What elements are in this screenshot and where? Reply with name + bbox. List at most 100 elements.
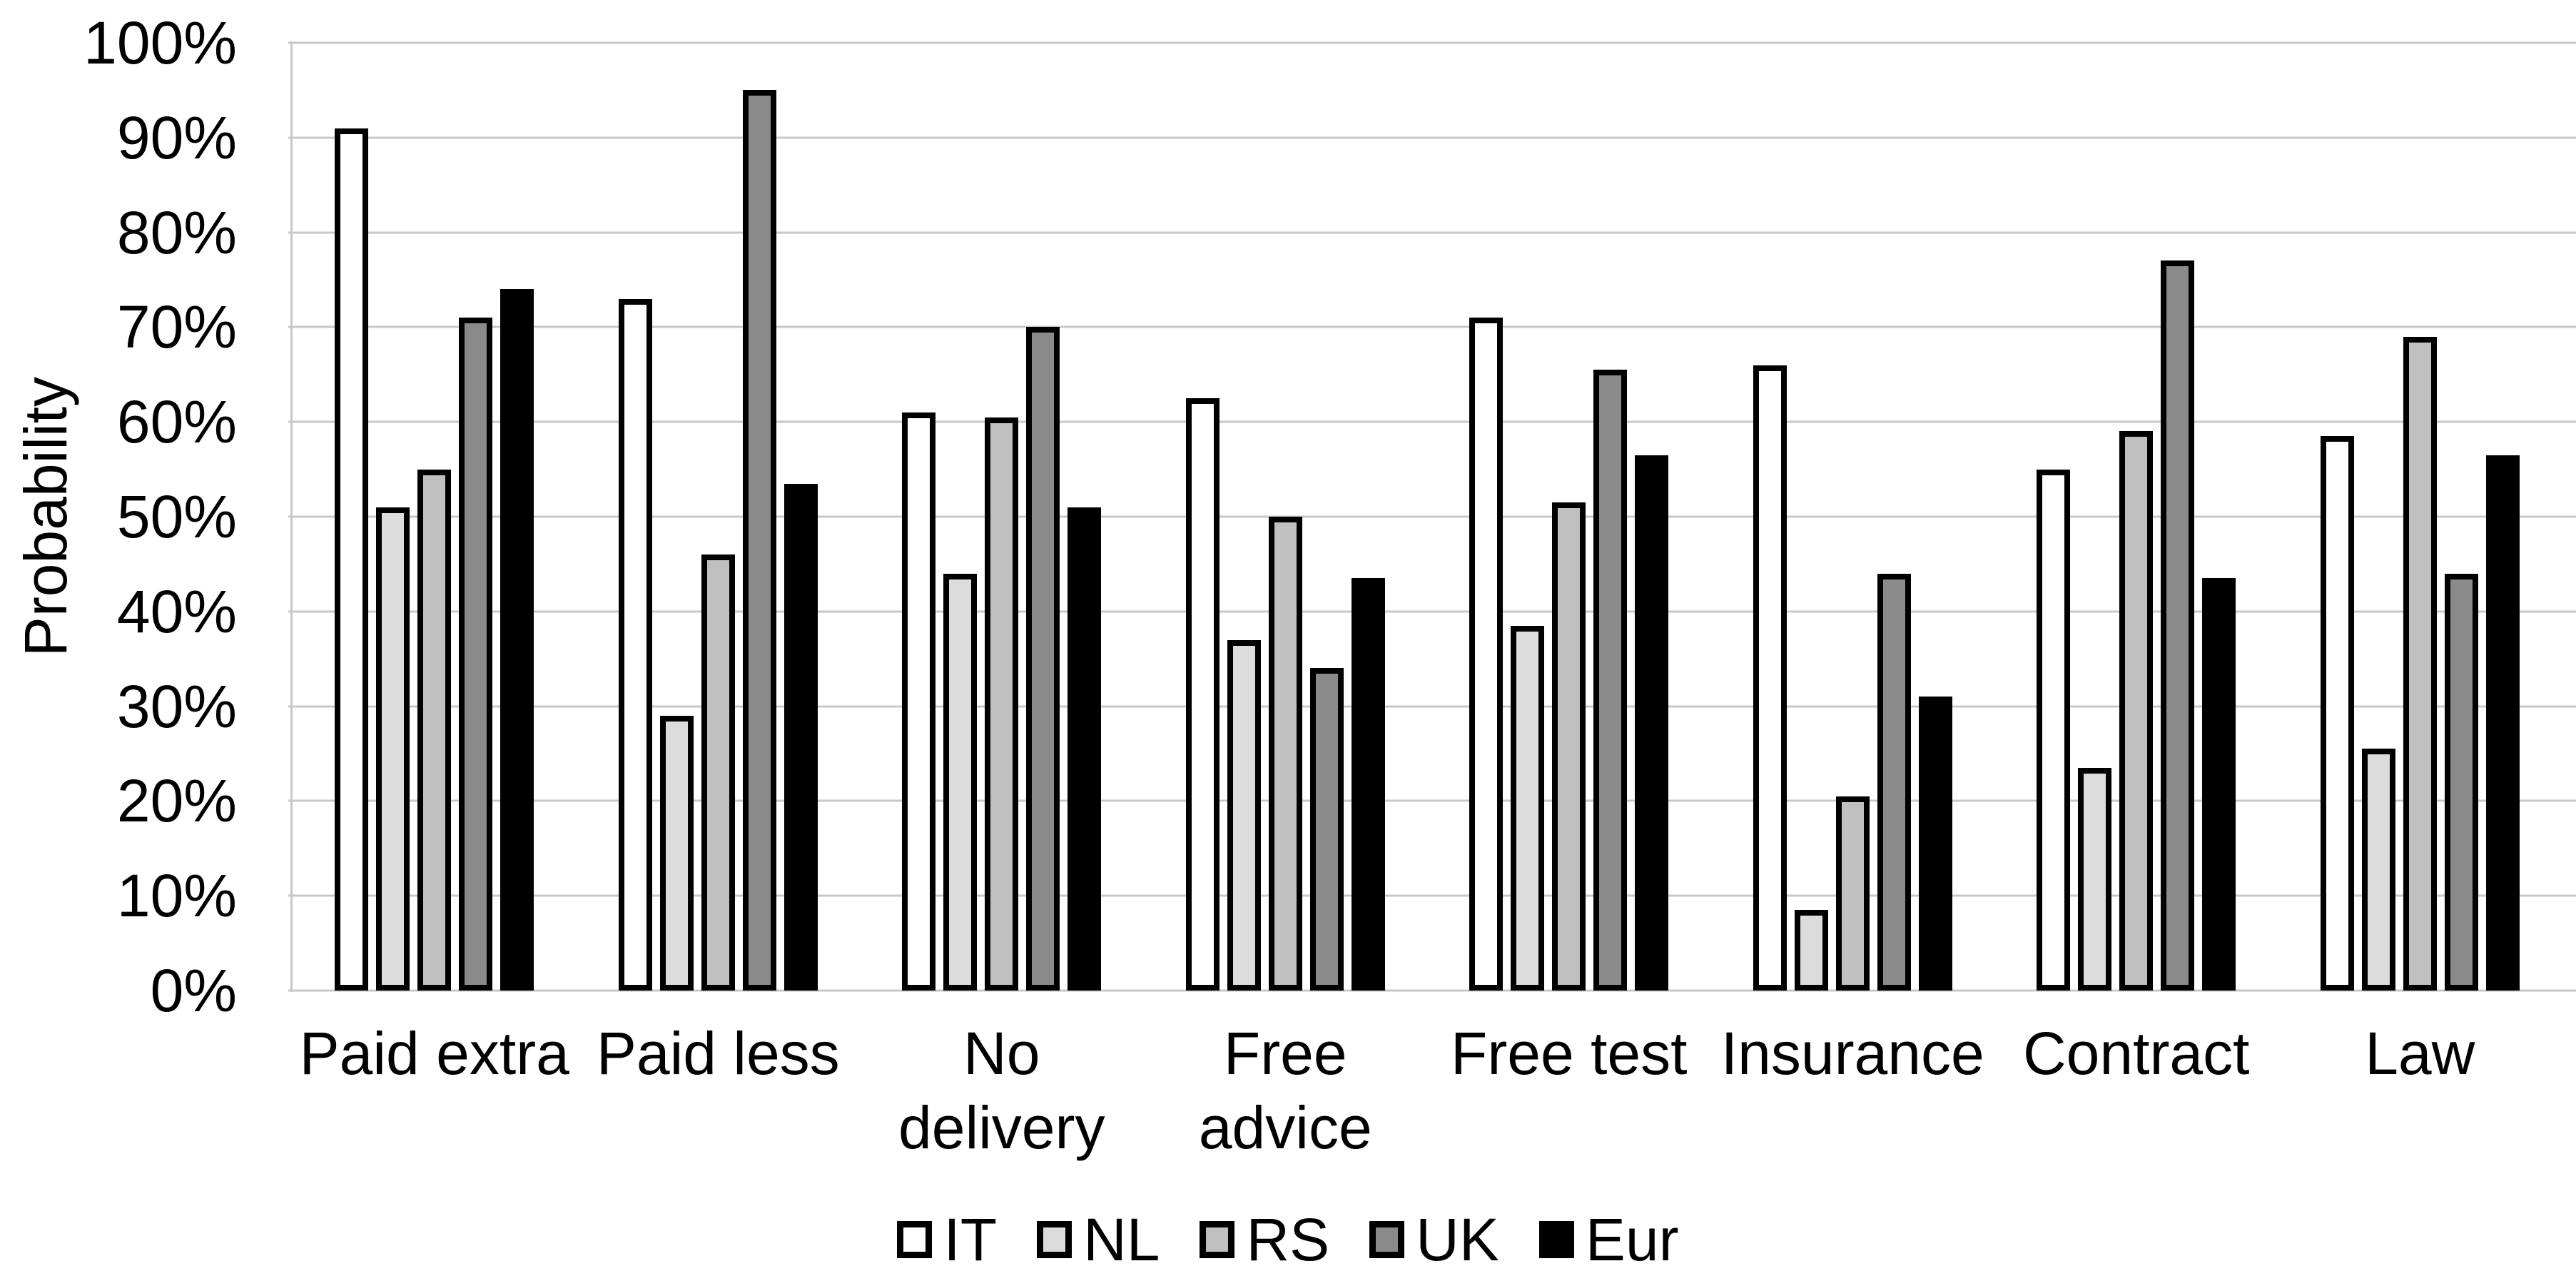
x-label-free-test: Free test (1451, 1020, 1688, 1087)
gridline-80 (288, 231, 2576, 234)
y-tick-label-80: 80% (116, 198, 237, 266)
x-label-insurance: Insurance (1720, 1020, 1984, 1087)
x-label-paid-extra: Paid extra (299, 1020, 569, 1087)
bar-eur-law (2485, 455, 2520, 991)
bar-rs-paid-less (701, 555, 735, 991)
bar-uk-free-test (1593, 370, 1628, 991)
bar-nl-free-test (1511, 625, 1545, 991)
y-tick-label-0: 0% (150, 957, 237, 1024)
bar-group-free-test (1427, 43, 1711, 991)
bar-nl-free-advice (1227, 639, 1261, 991)
bar-uk-free-advice (1309, 668, 1344, 991)
bar-rs-free-advice (1268, 517, 1302, 991)
bar-it-free-advice (1185, 398, 1219, 991)
x-label-no-delivery: No delivery (898, 1020, 1105, 1161)
bar-it-insurance (1753, 365, 1787, 991)
y-tick-label-30: 30% (116, 672, 237, 740)
bar-eur-free-test (1635, 455, 1669, 991)
legend-item-eur: Eur (1538, 1206, 1679, 1273)
bar-nl-insurance (1794, 910, 1828, 991)
x-category-labels: Paid extra Paid less No delivery Free advic… (293, 1016, 2562, 1165)
legend-label-it: IT (943, 1206, 998, 1273)
bar-uk-no-delivery (1026, 327, 1060, 991)
bar-groups (293, 43, 2562, 991)
x-label-contract: Contract (2023, 1020, 2250, 1087)
y-tick-label-40: 40% (116, 577, 237, 645)
legend-label-rs: RS (1246, 1206, 1330, 1273)
legend-marker-rs-icon (1200, 1221, 1235, 1258)
bar-eur-paid-less (784, 483, 818, 991)
bar-group-paid-extra (293, 43, 577, 991)
gridline-0 (288, 989, 2576, 992)
bar-rs-insurance (1835, 796, 1870, 991)
bar-it-paid-extra (335, 128, 369, 991)
bar-eur-contract (2202, 578, 2236, 991)
y-tick-label-10: 10% (116, 862, 237, 930)
gridline-40 (288, 610, 2576, 613)
bar-rs-free-test (1552, 502, 1586, 991)
gridline-10 (288, 894, 2576, 897)
legend-marker-eur-icon (1538, 1221, 1574, 1258)
bar-group-free-advice (1144, 43, 1428, 991)
bar-rs-no-delivery (985, 417, 1019, 991)
bar-nl-paid-extra (376, 507, 410, 991)
y-tick-label-50: 50% (116, 483, 237, 550)
bar-eur-no-delivery (1068, 507, 1102, 991)
gridline-90 (288, 136, 2576, 139)
gridline-60 (288, 420, 2576, 423)
bar-eur-free-advice (1351, 578, 1385, 991)
bar-eur-insurance (1918, 697, 1952, 991)
bar-nl-contract (2078, 767, 2112, 991)
x-label-law: Law (2365, 1020, 2475, 1087)
gridline-70 (288, 325, 2576, 328)
y-tick-label-100: 100% (83, 9, 237, 76)
bar-it-paid-less (618, 298, 652, 991)
x-label-paid-less: Paid less (596, 1020, 840, 1087)
gridline-20 (288, 799, 2576, 802)
legend-label-eur: Eur (1585, 1206, 1679, 1273)
bar-uk-paid-less (742, 90, 776, 991)
y-tick-label-20: 20% (116, 767, 237, 835)
bar-nl-law (2361, 749, 2395, 991)
bar-group-no-delivery (860, 43, 1144, 991)
legend-marker-it-icon (897, 1221, 933, 1258)
bar-group-paid-less (577, 43, 861, 991)
bar-rs-law (2403, 336, 2437, 991)
y-tick-labels: 0% 10% 20% 30% 40% 50% 60% 70% 80% 90% 100% (0, 0, 243, 1281)
y-tick-label-90: 90% (116, 103, 237, 171)
legend-label-nl: NL (1083, 1206, 1160, 1273)
bar-uk-paid-extra (459, 318, 493, 991)
gridline-30 (288, 705, 2576, 708)
x-label-free-advice: Free advice (1198, 1020, 1372, 1161)
bar-group-contract (1994, 43, 2278, 991)
legend-item-nl: NL (1037, 1207, 1160, 1272)
legend-item-rs: RS (1200, 1207, 1329, 1272)
bar-group-law (2278, 43, 2562, 991)
y-axis-line (290, 41, 293, 992)
bar-group-insurance (1711, 43, 1995, 991)
gridline-100 (288, 41, 2576, 44)
bar-uk-insurance (1877, 573, 1911, 991)
bar-nl-no-delivery (943, 573, 978, 991)
bar-it-free-test (1469, 318, 1503, 991)
bar-rs-contract (2119, 431, 2154, 991)
legend-marker-nl-icon (1037, 1221, 1073, 1258)
legend-item-uk: UK (1369, 1207, 1499, 1272)
plot-area (288, 41, 2576, 992)
legend-marker-uk-icon (1369, 1221, 1405, 1258)
legend-label-uk: UK (1416, 1206, 1499, 1273)
legend: IT NL RS UK Eur (0, 1207, 2576, 1272)
y-tick-label-70: 70% (116, 293, 237, 361)
bar-nl-paid-less (659, 715, 694, 991)
bar-it-contract (2037, 469, 2071, 991)
bar-uk-law (2444, 573, 2478, 991)
legend-item-it: IT (897, 1207, 997, 1272)
bar-uk-contract (2161, 260, 2195, 991)
bar-rs-paid-extra (417, 469, 452, 991)
gridline-50 (288, 515, 2576, 518)
bar-it-no-delivery (902, 412, 936, 991)
y-tick-label-60: 60% (116, 388, 237, 456)
bar-eur-paid-extra (500, 289, 534, 991)
bar-it-law (2320, 436, 2354, 991)
